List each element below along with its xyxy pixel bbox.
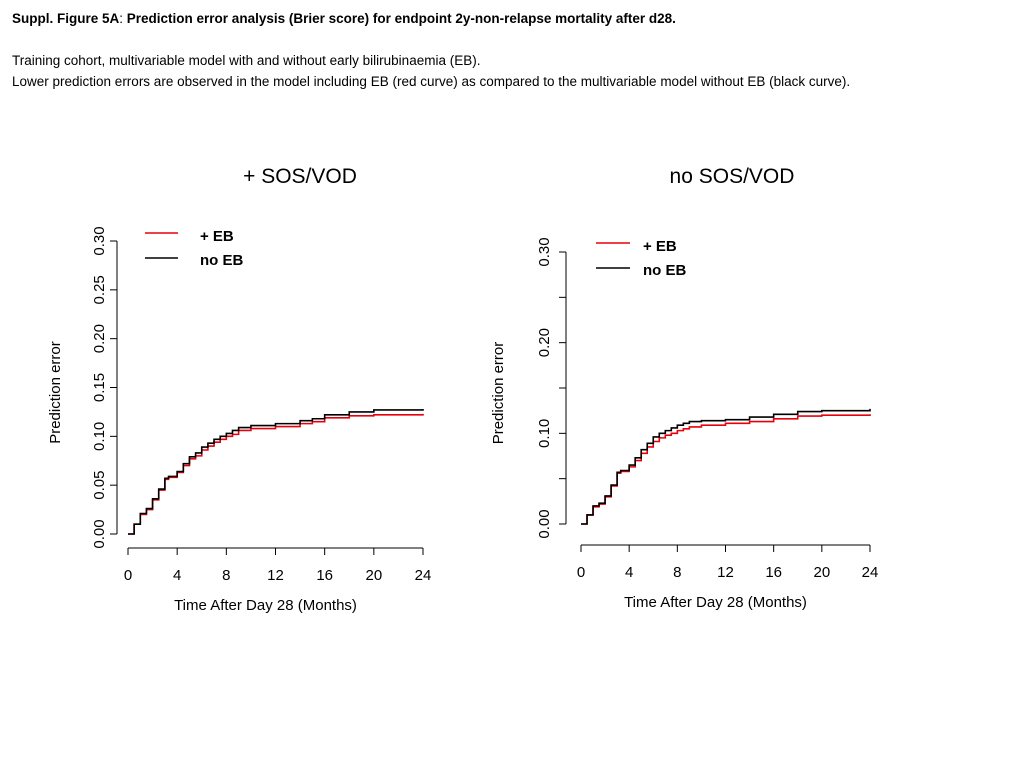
caption-line-1: Training cohort, multivariable model wit… (12, 53, 481, 68)
y-tick-label: 0.30 (91, 226, 108, 255)
x-tick-label: 20 (813, 564, 830, 581)
y-tick-label: 0.25 (91, 275, 108, 304)
caption-title-rest: Prediction error analysis (Brier score) … (126, 11, 676, 26)
y-tick-label: 0.15 (91, 373, 108, 402)
legend-label-no-eb: no EB (643, 262, 686, 279)
x-tick-label: 20 (365, 567, 382, 584)
panel-title-sos-vod: + SOS/VOD (243, 165, 357, 188)
series-line-eb (581, 414, 871, 525)
y-tick-label: 0.10 (536, 419, 553, 448)
caption-line-2: Lower prediction errors are observed in … (12, 74, 851, 89)
y-tick-label: 0.30 (536, 237, 553, 266)
x-tick-label: 12 (717, 564, 734, 581)
x-axis-label: Time After Day 28 (Months) (174, 597, 357, 614)
x-tick-label: 12 (267, 567, 284, 584)
x-tick-label: 16 (316, 567, 333, 584)
x-tick-label: 0 (124, 567, 132, 584)
legend-label-eb: + EB (200, 228, 234, 245)
x-tick-label: 16 (765, 564, 782, 581)
series-line-no-eb (581, 408, 871, 525)
caption-title: Suppl. Figure 5A: Prediction error analy… (12, 8, 1002, 29)
y-axis-label: Prediction error (47, 341, 64, 444)
legend-label-no-eb: no EB (200, 252, 243, 269)
y-tick-label: 0.20 (536, 328, 553, 357)
x-tick-label: 24 (862, 564, 879, 581)
caption-title-separator: : (119, 11, 127, 26)
x-tick-label: 4 (625, 564, 633, 581)
y-tick-label: 0.05 (91, 471, 108, 500)
series-line-eb (128, 413, 424, 535)
panel-title-no-sos-vod: no SOS/VOD (669, 165, 795, 188)
y-axis-label: Prediction error (490, 342, 507, 445)
y-tick-label: 0.10 (91, 422, 108, 451)
legend-label-eb: + EB (643, 238, 677, 255)
x-tick-label: 8 (673, 564, 681, 581)
x-tick-label: 24 (415, 567, 432, 584)
caption-title-prefix: Suppl. Figure 5A (12, 11, 120, 26)
x-axis-label: Time After Day 28 (Months) (624, 594, 807, 611)
y-tick-label: 0.00 (91, 519, 108, 548)
x-tick-label: 0 (577, 564, 585, 581)
x-tick-label: 4 (173, 567, 181, 584)
series-line-no-eb (128, 408, 424, 535)
y-tick-label: 0.00 (536, 509, 553, 538)
y-tick-label: 0.20 (91, 324, 108, 353)
x-tick-label: 8 (222, 567, 230, 584)
figure-caption: Suppl. Figure 5A: Prediction error analy… (12, 8, 1002, 92)
